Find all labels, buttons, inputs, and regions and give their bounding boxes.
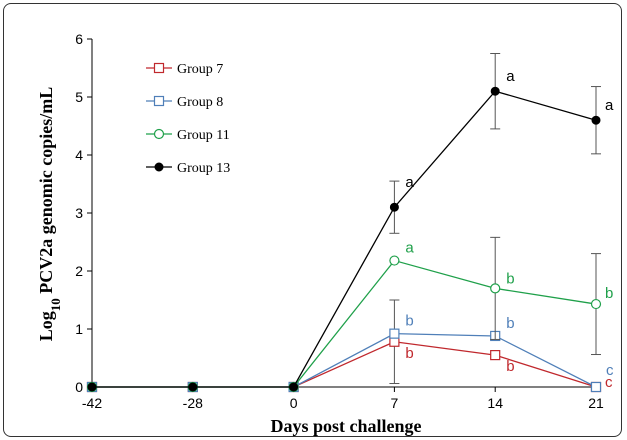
data-point	[389, 202, 399, 212]
axes: 0 1 2 3 4 5 6 -42 -28 0 7 14 21	[75, 31, 604, 411]
chart-frame	[3, 3, 622, 437]
x-tick-label: 0	[290, 395, 298, 411]
significance-label: c	[605, 374, 613, 391]
legend-label: Group 8	[177, 95, 223, 110]
significance-label: b	[506, 315, 514, 332]
data-point	[389, 328, 400, 339]
y-tick-label: 3	[75, 205, 83, 221]
y-tick-label: 1	[75, 321, 83, 337]
x-tick-label: -28	[183, 395, 203, 411]
x-axis-label: Days post challenge	[270, 416, 421, 436]
significance-label: b	[605, 285, 613, 302]
data-point	[188, 382, 198, 392]
y-tick-label: 5	[75, 89, 83, 105]
significance-label: a	[405, 240, 414, 257]
data-point	[591, 115, 601, 125]
legend-marker	[153, 62, 165, 74]
y-tick-label: 6	[75, 31, 83, 47]
legend-label: Group 7	[177, 62, 223, 77]
x-tick-label: -42	[82, 395, 102, 411]
data-point	[490, 283, 501, 294]
legend-item: Group 7	[146, 62, 223, 77]
legend-marker	[153, 95, 165, 107]
significance-label: b	[405, 313, 413, 330]
data-point	[490, 350, 501, 361]
legend-item: Group 13	[146, 161, 230, 176]
y-axis-label: Log10 PCV2a genomic copies/mL	[36, 87, 63, 342]
legend-item: Group 11	[146, 128, 230, 143]
significance-label: b	[506, 358, 514, 375]
data-point	[389, 255, 400, 266]
legend-marker	[153, 128, 165, 140]
data-point	[289, 382, 299, 392]
significance-label: a	[405, 174, 414, 191]
legend-item: Group 8	[146, 95, 223, 110]
significance-label: a	[605, 97, 614, 114]
x-tick-label: 7	[391, 395, 399, 411]
legend-marker	[154, 162, 164, 172]
series-line	[92, 332, 597, 388]
significance-label: b	[405, 345, 413, 362]
series-group-7: bbc	[86, 299, 613, 393]
data-point	[590, 298, 602, 310]
series-group-8: b bc	[86, 313, 614, 393]
legend-label: Group 13	[177, 161, 230, 176]
series-group-11: abb	[86, 236, 613, 393]
significance-label: a	[506, 68, 515, 85]
series-group-13: a a a	[87, 53, 614, 392]
series-line	[92, 90, 597, 388]
data-point	[590, 381, 602, 393]
series-line	[92, 259, 597, 388]
significance-label: c	[606, 362, 614, 379]
x-tick-label: 21	[588, 395, 604, 411]
data-point	[490, 86, 500, 96]
legend: Group 7 Group 8 Group 11 Group 13	[146, 62, 230, 176]
y-tick-label: 2	[75, 263, 83, 279]
legend-label: Group 11	[177, 128, 230, 143]
significance-label: b	[506, 270, 514, 287]
y-tick-label: 0	[75, 379, 83, 395]
data-point	[87, 382, 97, 392]
y-tick-label: 4	[75, 147, 83, 163]
x-tick-label: 14	[487, 395, 503, 411]
